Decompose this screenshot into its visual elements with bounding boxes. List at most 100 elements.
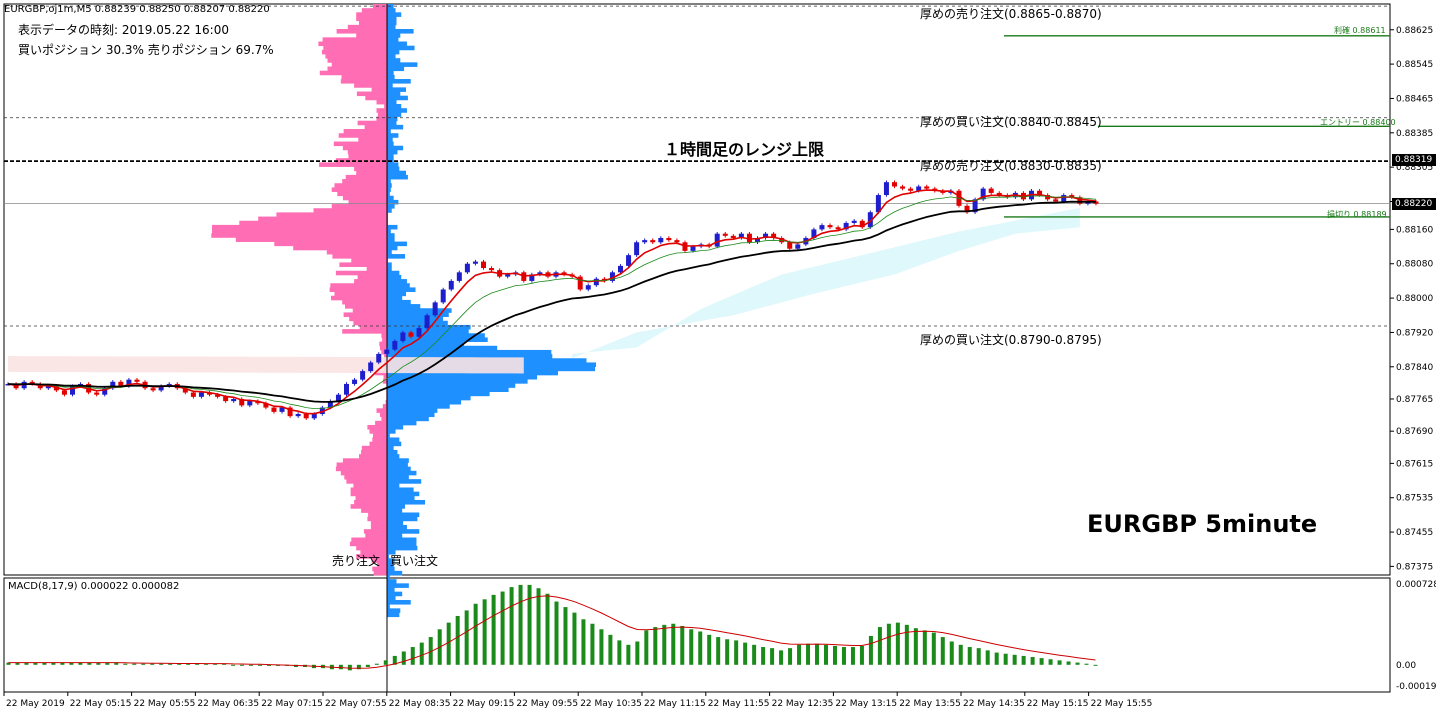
sell-volume-bar: [322, 37, 387, 42]
buy-volume-bar: [387, 45, 415, 51]
sell-volume-bar: [353, 483, 387, 488]
candle-body: [900, 186, 906, 189]
sell-volume-bar: [344, 474, 387, 480]
macd-histogram-bar: [105, 662, 110, 665]
buy-volume-bar: [387, 24, 396, 30]
macd-histogram-bar: [940, 637, 945, 665]
x-tick-label: 22 May 13:55: [899, 699, 961, 709]
macd-histogram-bar: [976, 648, 981, 665]
macd-histogram-bar: [392, 655, 397, 665]
buy-volume-bar: [387, 83, 393, 88]
macd-histogram-bar: [590, 623, 595, 665]
sell-volume-bar: [376, 408, 387, 413]
macd-histogram-bar: [815, 643, 820, 665]
sell-volume-bar: [370, 524, 387, 530]
macd-histogram-bar: [473, 603, 478, 665]
buy-volume-bar: [387, 195, 394, 201]
buy-volume-bar: [387, 149, 398, 155]
buy-volume-bar: [387, 137, 393, 142]
x-tick-label: 22 May 12:35: [772, 699, 834, 709]
macd-histogram-bar: [168, 663, 173, 665]
macd-panel-frame: [3, 577, 1391, 693]
macd-histogram-bar: [716, 637, 721, 665]
buy-volume-bar: [387, 383, 516, 388]
sell-volume-bar: [339, 262, 387, 267]
sell-volume-bar: [333, 141, 387, 147]
sell-volume-bar: [327, 66, 387, 72]
y-tick-label: 0.88385: [1396, 129, 1433, 139]
buy-volume-bar: [387, 66, 405, 72]
slow-ma-line: [7, 200, 1097, 403]
sell-volume-bar: [368, 512, 387, 518]
candle-body: [182, 388, 188, 393]
buy-volume-bar: [387, 179, 391, 184]
candle-body: [892, 182, 897, 187]
candle-body: [295, 414, 301, 417]
buy-volume-bar: [387, 458, 409, 463]
macd-histogram-bar: [734, 640, 739, 665]
buy-volume-bar: [387, 491, 420, 497]
macd-histogram-bar: [931, 632, 936, 665]
buy-volume-bar: [387, 516, 418, 522]
candle-body: [392, 341, 398, 350]
buy-volume-bar: [387, 108, 407, 113]
candle-body: [456, 272, 462, 281]
buy-volume-bar: [387, 483, 400, 488]
buy-volume-bar: [387, 58, 401, 63]
macd-histogram-bar: [868, 635, 873, 665]
sell-volume-bar: [274, 241, 387, 247]
current-price-tag: 0.88220: [1392, 198, 1436, 210]
x-tick-label: 22 May 07:15: [261, 699, 323, 709]
candle-body: [94, 392, 100, 395]
candle-body: [70, 386, 75, 395]
macd-histogram-bar: [141, 663, 146, 665]
sell-volume-bar: [359, 324, 387, 330]
candle-body: [658, 237, 664, 243]
macd-histogram-bar: [1066, 661, 1071, 665]
sell-volume-bar: [356, 33, 387, 38]
buy-volume-bar: [387, 549, 396, 555]
sell-volume-bar: [364, 124, 387, 130]
sell-volume-bar: [336, 462, 387, 468]
sell-volume-bar: [361, 449, 387, 455]
sell-volume-bar: [342, 329, 387, 334]
buy-volume-bar: [387, 537, 417, 543]
candle-body: [287, 407, 293, 417]
sell-volume-bar: [346, 479, 387, 484]
sell-volume-bar: [239, 220, 387, 226]
macd-histogram-bar: [563, 607, 568, 665]
macd-histogram-bar: [365, 664, 370, 668]
ichimoku-cloud: [572, 207, 1080, 359]
buy-volume-bar: [387, 254, 406, 259]
macd-histogram-bar: [671, 623, 676, 665]
sell-volume-bar: [329, 287, 387, 292]
macd-histogram-bar: [338, 664, 343, 670]
buy-volume-bar: [387, 508, 403, 513]
macd-histogram-bar: [599, 629, 604, 665]
buy-volume-bar: [387, 495, 415, 501]
candle-body: [730, 235, 736, 238]
buy-volume-bar: [387, 262, 392, 267]
y-tick-label: 0.87375: [1396, 562, 1433, 572]
candle-body: [360, 371, 366, 380]
buy-volume-bar: [387, 604, 390, 609]
macd-histogram-bar: [1093, 664, 1098, 666]
candle-body: [867, 212, 873, 228]
macd-histogram-bar: [743, 642, 748, 665]
buy-volume-bar: [387, 416, 429, 422]
macd-histogram-bar: [689, 629, 694, 665]
buy-volume-bar: [387, 587, 395, 593]
sell-volume-bar: [356, 554, 387, 559]
y-tick-label: 0.88625: [1396, 26, 1433, 36]
sell-volume-bar: [323, 45, 387, 51]
candle-body: [714, 233, 720, 247]
sell-volume-bar: [350, 504, 387, 509]
candle-body: [875, 195, 881, 213]
candle-body: [190, 392, 196, 397]
buy-volume-bar: [387, 316, 444, 322]
macd-histogram-bar: [644, 630, 649, 665]
macd-histogram-bar: [419, 642, 424, 665]
buy-volume-bar: [387, 224, 398, 230]
macd-histogram-bar: [617, 640, 622, 665]
